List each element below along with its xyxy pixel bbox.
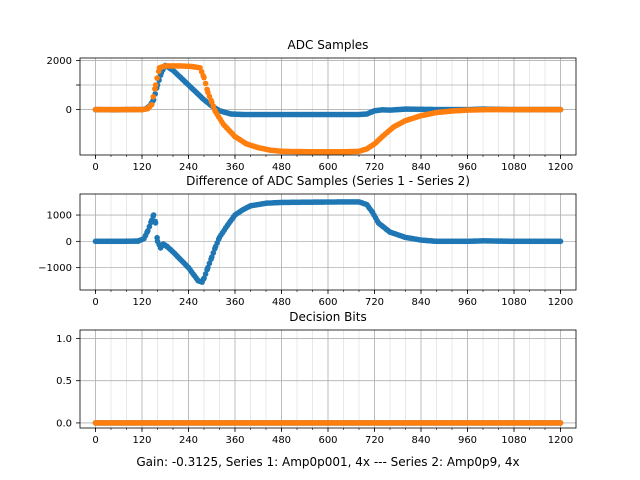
x-tick-label: 840	[411, 297, 430, 308]
data-point	[557, 238, 564, 245]
y-tick-label: 1.0	[56, 334, 72, 345]
x-tick-label: 480	[272, 435, 291, 446]
data-point	[152, 82, 159, 88]
x-tick-label: 1080	[501, 162, 526, 173]
data-point	[206, 260, 213, 267]
x-tick-label: 1200	[548, 297, 573, 308]
y-tick-label: 0.0	[56, 418, 72, 429]
x-tick-label: 1200	[548, 435, 573, 446]
chart-panel-1: 0 120 240 360 480 600 720 840 960 1080 1200 −1000 0 1…	[38, 193, 577, 308]
x-tick-label: 120	[132, 435, 151, 446]
x-tick-label: 840	[411, 435, 430, 446]
series-2	[92, 63, 564, 155]
x-tick-label: 480	[272, 297, 291, 308]
data-point	[557, 420, 564, 426]
x-tick-label: 600	[318, 162, 337, 173]
data-point	[202, 271, 209, 277]
data-point	[150, 94, 156, 100]
data-point	[150, 212, 157, 218]
x-tick-label: 360	[225, 435, 244, 446]
x-tick-label: 720	[365, 297, 384, 308]
x-tick-label: 0	[92, 297, 98, 308]
data-point	[201, 275, 207, 282]
x-tick-label: 240	[179, 162, 198, 173]
y-tick-label: 2000	[47, 56, 72, 67]
x-tick-label: 360	[225, 297, 244, 308]
x-tick-label: 600	[318, 435, 337, 446]
x-tick-label: 480	[272, 162, 291, 173]
x-tick-label: 600	[318, 297, 337, 308]
series-2	[92, 420, 564, 426]
x-tick-label: 1200	[548, 162, 573, 173]
x-tick-label: 120	[132, 162, 151, 173]
x-tick-label: 960	[458, 435, 477, 446]
chart-panel-2: 0 120 240 360 480 600 720 840 960 1080 1200 0.0 0.5 1…	[56, 329, 577, 446]
x-tick-label: 960	[458, 162, 477, 173]
data-point	[210, 250, 217, 256]
data-point	[148, 101, 155, 108]
data-point	[205, 264, 211, 271]
x-tick-label: 240	[179, 435, 198, 446]
chart-title-decision-bits: Decision Bits	[289, 310, 366, 324]
chart-title-adc-samples: ADC Samples	[288, 38, 369, 52]
data-point	[557, 106, 564, 113]
x-tick-label: 720	[365, 435, 384, 446]
x-tick-label: 1080	[501, 297, 526, 308]
figure-caption: Gain: -0.3125, Series 1: Amp0p001, 4x --…	[136, 455, 519, 469]
x-tick-label: 240	[179, 297, 198, 308]
y-tick-label: 0.5	[56, 376, 72, 387]
data-point	[154, 75, 160, 81]
x-tick-label: 0	[92, 162, 98, 173]
series-1	[92, 199, 564, 285]
grid-lines	[80, 330, 576, 428]
data-point	[146, 223, 153, 230]
data-point	[209, 254, 215, 260]
grid-lines	[80, 58, 576, 155]
y-tick-label: 0	[66, 237, 72, 248]
x-tick-label: 0	[92, 435, 98, 446]
data-point	[145, 228, 151, 234]
y-tick-label: −1000	[38, 263, 72, 274]
chart-title-difference: Difference of ADC Samples (Series 1 - Se…	[186, 174, 470, 188]
chart-panel-0: 0 120 240 360 480 600 720 840 960 1080 1200 0 2000	[47, 56, 577, 173]
x-tick-label: 360	[225, 162, 244, 173]
data-point	[202, 80, 209, 87]
x-tick-label: 720	[365, 162, 384, 173]
data-point	[201, 74, 207, 81]
y-tick-label: 0	[66, 105, 72, 116]
x-tick-label: 1080	[501, 435, 526, 446]
x-tick-label: 840	[411, 162, 430, 173]
x-tick-label: 120	[132, 297, 151, 308]
x-tick-label: 960	[458, 297, 477, 308]
y-tick-label: 1000	[47, 211, 72, 222]
data-point	[152, 220, 159, 226]
